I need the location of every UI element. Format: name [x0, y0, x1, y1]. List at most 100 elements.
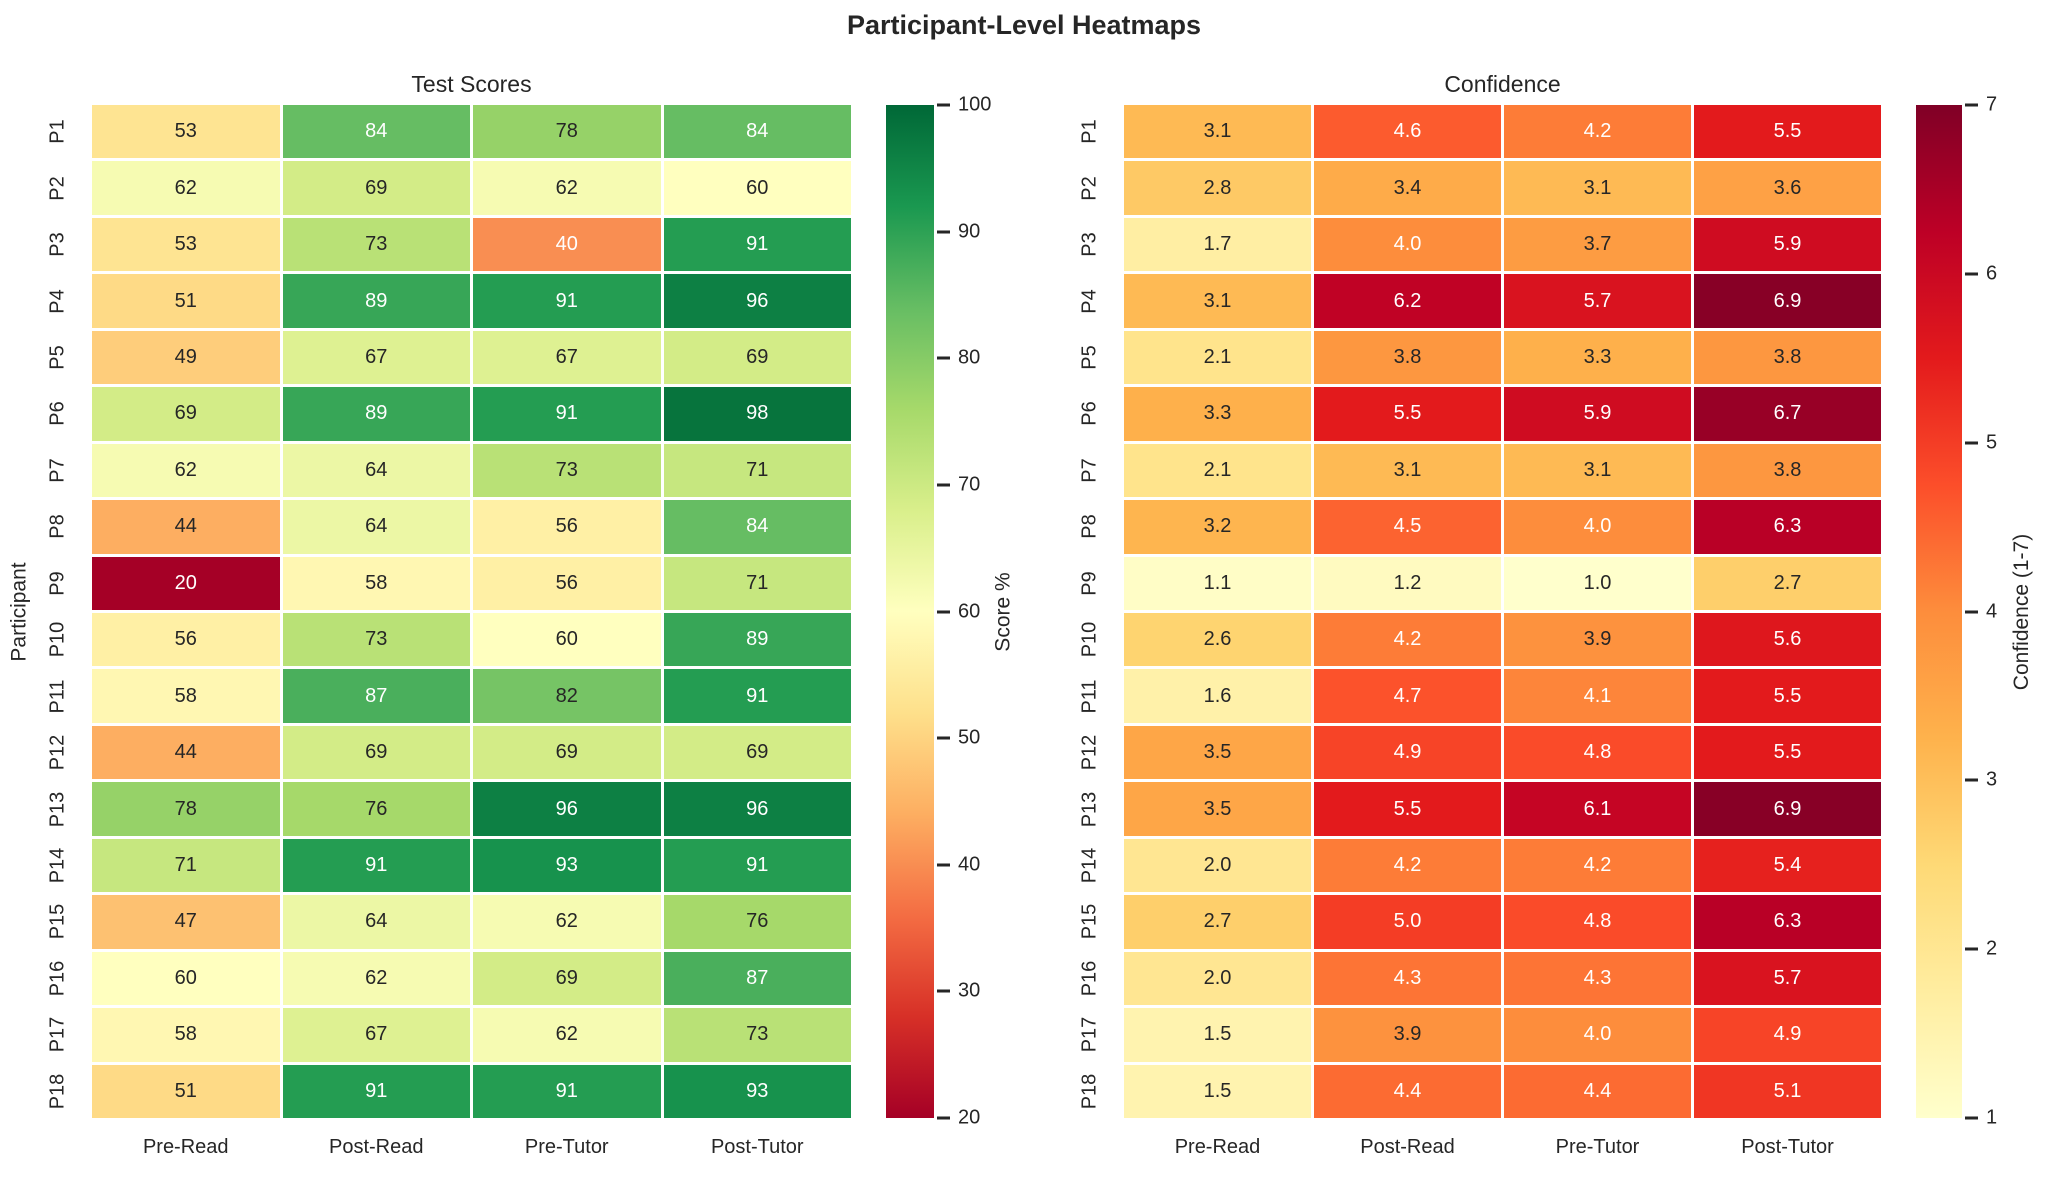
heatmap-cell: 40	[473, 217, 661, 272]
heatmap-cell: 93	[473, 838, 661, 893]
subplot-title-test-scores: Test Scores	[411, 71, 532, 97]
heatmap-cell: 3.3	[1504, 330, 1691, 385]
heatmap-cell: 5.9	[1694, 217, 1881, 272]
y-tick-label: P8	[36, 500, 80, 553]
heatmap-cell: 76	[282, 782, 470, 836]
heatmap-cell: 4.3	[1314, 951, 1501, 1006]
y-tick-label: P2	[36, 161, 80, 214]
heatmap-cell: 5.7	[1694, 951, 1881, 1006]
heatmap-cell: 6.2	[1314, 274, 1501, 328]
colorbar-tick-mark	[1965, 778, 1978, 782]
heatmap-cell: 60	[663, 161, 851, 215]
heatmap-cell: 71	[663, 556, 851, 610]
y-tick-label: P8	[1068, 500, 1112, 553]
y-tick-labels: P1 P2 P3 P4 P5 P6 P7 P8 P9 P10 P11 P12 P13 P14 P15 P16 P…	[36, 105, 80, 1118]
heatmap-cell: 3.1	[1504, 443, 1691, 498]
heatmap-cell: 3.6	[1694, 161, 1881, 215]
heatmap-cell: 2.1	[1124, 443, 1311, 498]
y-tick-label: P18	[36, 1065, 80, 1118]
heatmap-cell: 96	[663, 782, 851, 836]
heatmap-cell: 91	[282, 1064, 470, 1118]
heatmap-cell: 3.1	[1314, 443, 1501, 498]
y-tick-label: P6	[1068, 387, 1112, 440]
heatmap-cell: 60	[473, 612, 661, 667]
heatmap-cell: 73	[282, 612, 470, 667]
y-tick-label: P14	[1068, 839, 1112, 892]
x-tick-label: Pre-Read	[1174, 1136, 1261, 1158]
heatmap-cell: 3.8	[1694, 330, 1881, 385]
colorbar-tick: 2	[1962, 938, 1997, 961]
heatmap-cell: 91	[663, 838, 851, 893]
heatmap-cell: 62	[92, 443, 280, 498]
heatmap-cell: 89	[282, 274, 470, 328]
y-tick-label: P5	[36, 331, 80, 384]
colorbar-tick-label: 2	[1986, 937, 1998, 960]
colorbar-tick-mark	[937, 610, 950, 613]
colorbar-tick-mark	[937, 103, 950, 107]
y-tick-label-text: P10	[1078, 621, 1101, 658]
heatmap-cell: 58	[92, 1008, 280, 1062]
colorbar-tick-mark	[1965, 610, 1978, 613]
y-tick-label-text: P3	[46, 232, 69, 257]
heatmap-cell: 5.5	[1694, 105, 1881, 159]
heatmap-cell: 5.5	[1314, 782, 1501, 836]
heatmap-cell: 91	[473, 387, 661, 441]
colorbar-tick-mark	[937, 1116, 950, 1120]
y-tick-label-text: P6	[46, 401, 69, 427]
y-tick-label: P4	[1068, 274, 1112, 327]
heatmap-cell: 64	[282, 443, 470, 498]
y-tick-label-text: P13	[46, 791, 69, 827]
colorbar-tick-label: 6	[1986, 262, 1998, 285]
heatmap-cell: 87	[282, 669, 470, 723]
y-tick-label-text: P9	[46, 571, 69, 596]
heatmap-cell: 5.6	[1694, 612, 1881, 667]
heatmap-cell: 2.1	[1124, 330, 1311, 385]
heatmap-cell: 69	[473, 951, 661, 1006]
y-tick-label: P3	[1068, 218, 1112, 271]
y-tick-label: P15	[1068, 895, 1112, 948]
heatmap-cell: 4.2	[1314, 838, 1501, 893]
x-tick-labels: Pre-Read Post-Read Pre-Tutor Post-Tutor	[1124, 1128, 1881, 1168]
heatmap-cell: 2.0	[1124, 838, 1311, 893]
heatmap-cell: 67	[473, 330, 661, 385]
y-tick-label: P4	[36, 274, 80, 327]
heatmap-grid-test-scores: 53 84 78 84 62 69 62 60 53 73 40 91 51 89 91 96 49 67 67 69…	[92, 105, 851, 1118]
colorbar-tick: 70	[934, 473, 980, 496]
colorbar-confidence	[1916, 105, 1962, 1118]
colorbar-tick-label: 5	[1986, 431, 1998, 454]
heatmap-cell: 84	[663, 105, 851, 159]
heatmap-cell: 5.5	[1314, 387, 1501, 441]
heatmap-cell: 3.1	[1124, 105, 1311, 159]
heatmap-cell: 4.2	[1314, 612, 1501, 667]
heatmap-cell: 4.9	[1314, 725, 1501, 780]
colorbar-tick: 80	[934, 347, 980, 370]
heatmap-cell: 4.0	[1504, 500, 1691, 554]
heatmap-cell: 6.9	[1694, 274, 1881, 328]
y-tick-label-text: P18	[46, 1073, 69, 1110]
x-tick-label: Pre-Read	[142, 1136, 229, 1158]
colorbar-tick-mark	[937, 230, 950, 234]
heatmap-cell: 3.7	[1504, 217, 1691, 272]
heatmap-cell: 2.7	[1124, 895, 1311, 949]
colorbar-ticks: 7 6 5 4 3 2 1	[1962, 94, 2048, 1129]
y-tick-labels: P1 P2 P3 P4 P5 P6 P7 P8 P9 P10 P11 P12 P13 P14 P15 P16 P…	[1068, 105, 1112, 1118]
heatmap-cell: 87	[663, 951, 851, 1006]
colorbar-label-confidence: Confidence (1-7)	[2010, 533, 2034, 690]
heatmap-cell: 49	[92, 330, 280, 385]
heatmap-cell: 84	[282, 105, 470, 159]
colorbar-tick-mark	[937, 483, 950, 487]
y-tick-label-text: P7	[46, 458, 69, 483]
y-tick-label: P13	[36, 782, 80, 835]
colorbar-tick: 5	[1962, 431, 1997, 454]
y-tick-label: P9	[1068, 557, 1112, 610]
y-tick-label: P7	[1068, 444, 1112, 497]
heatmap-cell: 3.4	[1314, 161, 1501, 215]
heatmap-cell: 1.0	[1504, 556, 1691, 610]
colorbar-tick-mark	[1965, 272, 1978, 276]
heatmap-cell: 3.1	[1504, 161, 1691, 215]
colorbar-tick-label: 90	[958, 220, 981, 243]
heatmap-cell: 69	[282, 161, 470, 215]
heatmap-cell: 51	[92, 1064, 280, 1118]
heatmap-cell: 67	[282, 330, 470, 385]
heatmap-cell: 3.5	[1124, 725, 1311, 780]
